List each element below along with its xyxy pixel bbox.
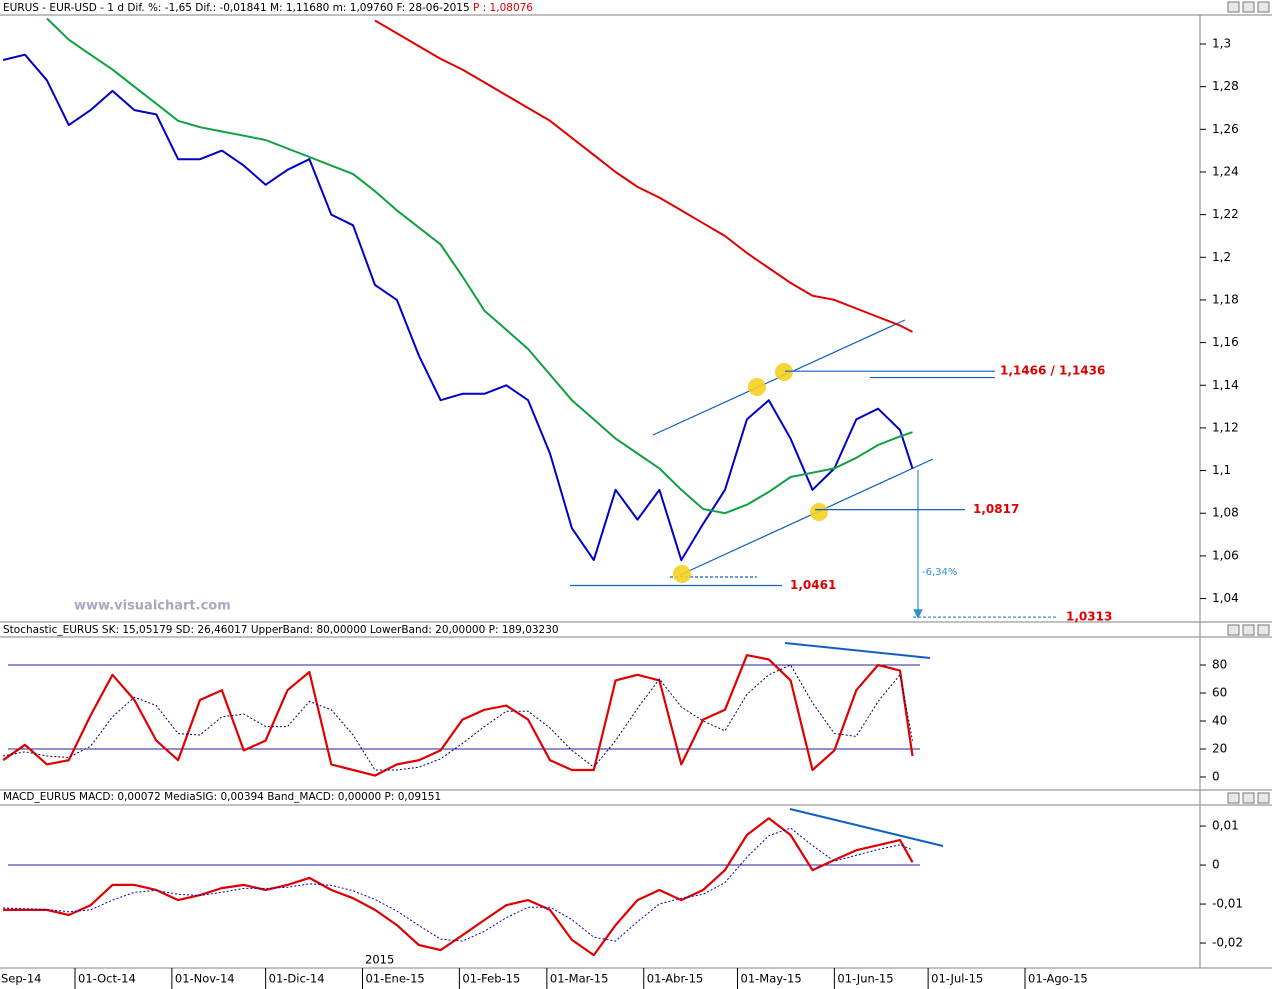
x-tick-label: 01-Dic-14	[269, 972, 325, 986]
y-tick-label: 1,22	[1212, 207, 1239, 221]
macd-header: MACD_EURUS MACD: 0,00072 MediaSIG: 0,003…	[3, 791, 441, 803]
stoch-header: Stochastic_EURUS SK: 15,05179 SD: 26,460…	[3, 624, 559, 636]
x-tick-label: 01-Oct-14	[78, 972, 136, 986]
price-header: EURUS - EUR-USD - 1 d Dif. %: -1,65 Dif.…	[3, 2, 533, 14]
series-line	[46, 17, 913, 515]
x-tick-label: 01-Nov-14	[175, 972, 235, 986]
y-tick-label: -0,01	[1212, 897, 1243, 911]
y-tick-label: 1,08	[1212, 506, 1239, 520]
y-tick-label: -0,02	[1212, 936, 1243, 950]
level-label: 1,0313	[1066, 610, 1112, 624]
trend-lines	[652, 319, 944, 847]
x-tick-label: 01-May-15	[741, 972, 802, 986]
series-line	[3, 664, 913, 771]
y-tick-label: 1,2	[1212, 250, 1231, 264]
y-tick-label: 0	[1212, 769, 1220, 783]
x-tick-label: 01-Abr-15	[647, 972, 703, 986]
x-tick-label: 01-Jul-15	[931, 972, 983, 986]
header-last: P : 1,08076	[473, 2, 533, 14]
y-tick-label: 1,3	[1212, 37, 1231, 51]
x-tick-label: 01-Mar-15	[550, 972, 609, 986]
y-tick-label: 20	[1212, 741, 1227, 755]
y-tick-label: 0,01	[1212, 819, 1239, 833]
level-label: 1,1466 / 1,1436	[1000, 364, 1105, 378]
series-line	[3, 817, 914, 957]
plot-area	[2, 654, 920, 777]
level-label: 1,0461	[790, 578, 836, 592]
y-tick-label: 40	[1212, 713, 1227, 727]
y-tick-label: 1,16	[1212, 335, 1239, 349]
series-line	[374, 19, 913, 333]
x-tick-label: Sep-14	[1, 972, 41, 986]
x-tick-label: 01-Ene-15	[366, 972, 425, 986]
y-tick-label: 1,24	[1212, 164, 1239, 178]
x-tick-label: 01-Ago-15	[1028, 972, 1088, 986]
watermark: www.visualchart.com	[74, 599, 231, 614]
x-tick-label: 01-Jun-15	[837, 972, 893, 986]
series-line	[3, 827, 913, 942]
series-line	[2, 654, 914, 777]
window-buttons[interactable]	[1227, 1, 1270, 804]
y-tick-label: 1,1	[1212, 463, 1231, 477]
level-label: 1,0817	[973, 502, 1019, 516]
header: EURUS - EUR-USD - 1 d Dif. %: -1,65 Dif.…	[3, 2, 470, 14]
y-tick-label: 0	[1212, 858, 1220, 872]
y-tick-label: 1,26	[1212, 122, 1239, 136]
y-tick-label: 1,14	[1212, 378, 1239, 392]
x-tick-label: 01-Feb-15	[462, 972, 520, 986]
series-line	[2, 53, 914, 562]
y-tick-label: 1,04	[1212, 591, 1239, 605]
change-label: -6,34%	[922, 567, 957, 578]
y-tick-label: 1,12	[1212, 420, 1239, 434]
pivot-markers	[673, 363, 828, 583]
y-tick-label: 60	[1212, 685, 1227, 699]
year-label: 2015	[365, 953, 394, 967]
plot-area	[2, 17, 1058, 618]
y-tick-label: 80	[1212, 657, 1227, 671]
y-tick-label: 1,28	[1212, 79, 1239, 93]
frame	[0, 14, 1272, 969]
y-tick-label: 1,18	[1212, 292, 1239, 306]
plot-area	[3, 817, 920, 957]
y-tick-label: 1,06	[1212, 548, 1239, 562]
